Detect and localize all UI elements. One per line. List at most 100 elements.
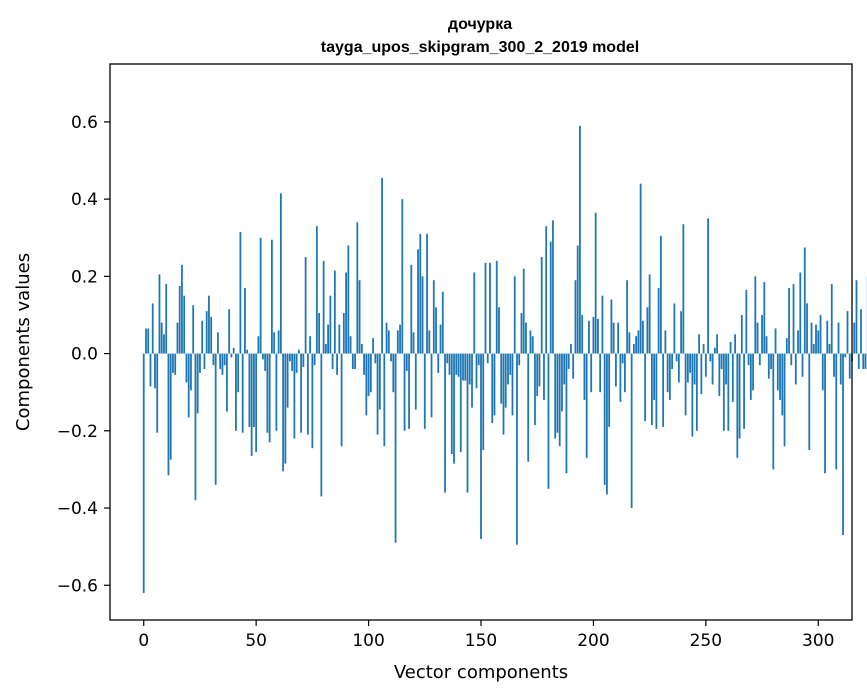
bar-298 [812, 343, 815, 354]
bar-305 [828, 343, 831, 354]
bar-250 [704, 353, 707, 377]
bar-46 [246, 349, 249, 354]
bar-318 [857, 353, 860, 370]
bar-280 [772, 353, 775, 470]
bar-3 [149, 353, 152, 387]
bar-137 [450, 353, 453, 454]
bar-55 [266, 353, 269, 433]
bar-217 [630, 353, 633, 509]
bar-78 [318, 313, 321, 354]
bar-16 [178, 286, 181, 354]
bar-309 [837, 322, 840, 354]
bar-249 [702, 343, 705, 354]
bar-170 [525, 322, 527, 354]
bar-160 [502, 353, 505, 435]
bar-181 [549, 241, 552, 354]
bar-281 [774, 328, 777, 354]
bar-4 [151, 303, 154, 354]
bar-174 [534, 353, 536, 426]
bar-236 [673, 303, 676, 354]
bar-136 [448, 353, 451, 375]
bar-200 [592, 316, 595, 354]
bar-57 [270, 239, 273, 354]
bar-247 [698, 334, 700, 354]
bar-253 [711, 353, 714, 385]
bar-212 [619, 353, 622, 402]
bar-287 [788, 287, 790, 354]
bar-229 [657, 287, 660, 354]
bar-58 [273, 332, 276, 354]
bar-49 [253, 353, 255, 427]
bar-15 [176, 322, 179, 354]
bar-270 [749, 353, 752, 400]
bar-278 [767, 353, 770, 379]
bar-194 [579, 125, 581, 354]
bar-41 [235, 353, 237, 431]
bar-150 [480, 353, 482, 539]
bar-191 [572, 353, 575, 379]
bar-9 [163, 334, 165, 354]
bar-81 [324, 343, 327, 354]
bar-60 [277, 330, 280, 354]
bar-296 [808, 353, 811, 451]
bar-284 [781, 353, 784, 416]
bar-130 [435, 307, 437, 354]
bar-39 [230, 353, 233, 358]
bar-139 [455, 353, 458, 375]
y-tick-label: −0.6 [57, 576, 98, 596]
bar-311 [842, 353, 844, 536]
bar-145 [468, 353, 471, 385]
bar-44 [241, 353, 244, 433]
bar-31 [212, 353, 215, 366]
bar-308 [835, 353, 838, 470]
bar-173 [531, 336, 534, 354]
bar-269 [747, 353, 750, 366]
bar-37 [226, 353, 228, 412]
bar-146 [471, 353, 473, 408]
bar-84 [331, 353, 334, 370]
bar-164 [511, 353, 514, 416]
bar-48 [250, 353, 253, 456]
bar-69 [297, 349, 300, 354]
bar-72 [304, 257, 307, 354]
bar-52 [259, 237, 262, 354]
bar-267 [743, 353, 745, 429]
bar-211 [617, 322, 620, 354]
bar-299 [815, 324, 817, 354]
bar-119 [410, 264, 413, 354]
bar-177 [540, 257, 543, 354]
y-axis-label: Components values [13, 253, 34, 431]
bar-207 [608, 353, 611, 427]
bar-12 [169, 353, 172, 460]
bar-28 [205, 311, 208, 354]
bar-94 [354, 353, 356, 370]
bar-238 [677, 353, 680, 383]
y-axis-ticks: −0.6 −0.4 −0.2 0.0 0.2 0.4 0.6 [57, 113, 110, 596]
bar-53 [262, 353, 264, 360]
bar-190 [570, 343, 572, 354]
bar-258 [722, 353, 725, 431]
bar-92 [349, 336, 352, 354]
bar-113 [396, 330, 399, 354]
x-tick-label: 100 [352, 631, 384, 651]
bar-306 [830, 284, 833, 354]
bar-234 [668, 353, 671, 400]
bar-27 [203, 353, 206, 370]
bar-95 [356, 222, 359, 354]
bar-122 [417, 249, 419, 354]
bar-307 [833, 353, 835, 377]
bar-144 [466, 353, 469, 493]
bar-198 [588, 320, 590, 354]
bar-0 [142, 353, 145, 593]
bar-196 [583, 353, 586, 400]
bar-13 [172, 353, 174, 373]
bar-268 [745, 289, 748, 354]
bar-271 [752, 353, 754, 391]
y-tick-label: 0.6 [71, 113, 98, 133]
bar-154 [489, 262, 491, 354]
bar-19 [185, 353, 188, 383]
bar-312 [844, 353, 847, 358]
bar-71 [302, 353, 305, 368]
bar-32 [214, 353, 217, 485]
bar-224 [646, 307, 649, 354]
